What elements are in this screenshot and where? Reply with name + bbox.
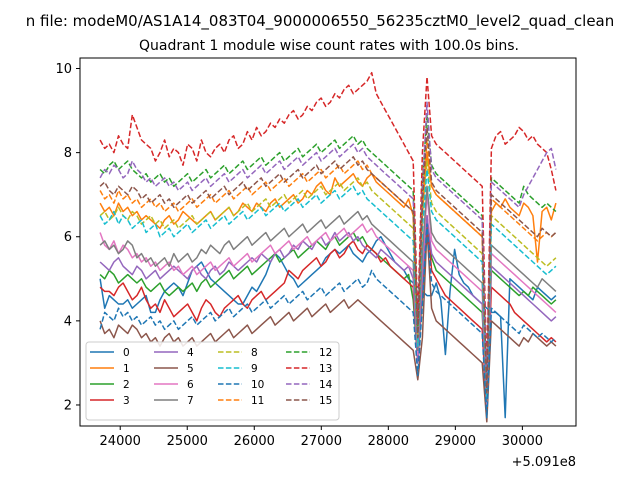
y-tick-label: 2 [64, 398, 72, 413]
x-tick-label: 25000 [167, 434, 208, 449]
series-line-13 [99, 71, 557, 373]
legend-label-4: 4 [187, 347, 194, 359]
legend-box [85, 341, 340, 421]
legend-label-5: 5 [187, 363, 194, 375]
series-line-15 [99, 126, 557, 394]
legend-label-15: 15 [319, 395, 332, 407]
legend-label-0: 0 [123, 347, 130, 359]
chart-title: Quadrant 1 module wise count rates with … [139, 38, 519, 54]
legend-label-7: 7 [187, 395, 194, 407]
x-tick-label: 28000 [368, 434, 409, 449]
series-line-7 [99, 185, 557, 402]
plot-area [99, 71, 557, 423]
series-line-5 [99, 227, 557, 423]
x-tick-label: 29000 [435, 434, 476, 449]
y-tick-label: 10 [55, 62, 72, 77]
x-tick-label: 27000 [301, 434, 342, 449]
y-tick-label: 4 [64, 314, 72, 329]
series-line-9 [99, 168, 557, 398]
legend-label-13: 13 [319, 363, 332, 375]
legend-label-12: 12 [319, 347, 332, 359]
series-line-11 [99, 139, 557, 389]
series-line-6 [99, 193, 557, 406]
figure-suptitle: n file: modeM0/AS1A14_083T04_9000006550_… [26, 12, 615, 31]
series-line-14 [99, 101, 557, 389]
x-offset-label: +5.091e8 [512, 455, 576, 470]
legend-label-6: 6 [187, 379, 194, 391]
x-tick-label: 24000 [100, 434, 141, 449]
series-line-2 [99, 219, 557, 410]
x-tick-label: 26000 [234, 434, 275, 449]
legend-label-9: 9 [251, 363, 258, 375]
axes-frame [79, 57, 577, 427]
y-axis: 2 4 6 8 10 [55, 62, 80, 413]
x-axis: 24000 25000 26000 27000 28000 29000 30000 [100, 426, 543, 449]
legend-label-1: 1 [123, 363, 130, 375]
x-tick-label: 30000 [502, 434, 543, 449]
legend-label-10: 10 [251, 379, 264, 391]
legend-label-11: 11 [251, 395, 264, 407]
legend-label-3: 3 [123, 395, 130, 407]
legend-label-14: 14 [319, 379, 333, 391]
series-line-10 [99, 223, 557, 419]
series-line-3 [99, 214, 557, 415]
legend-label-8: 8 [251, 347, 258, 359]
series-line-8 [99, 160, 557, 394]
legend-label-2: 2 [123, 379, 130, 391]
y-tick-label: 6 [64, 230, 72, 245]
y-tick-label: 8 [64, 146, 72, 161]
series-line-12 [99, 114, 557, 385]
